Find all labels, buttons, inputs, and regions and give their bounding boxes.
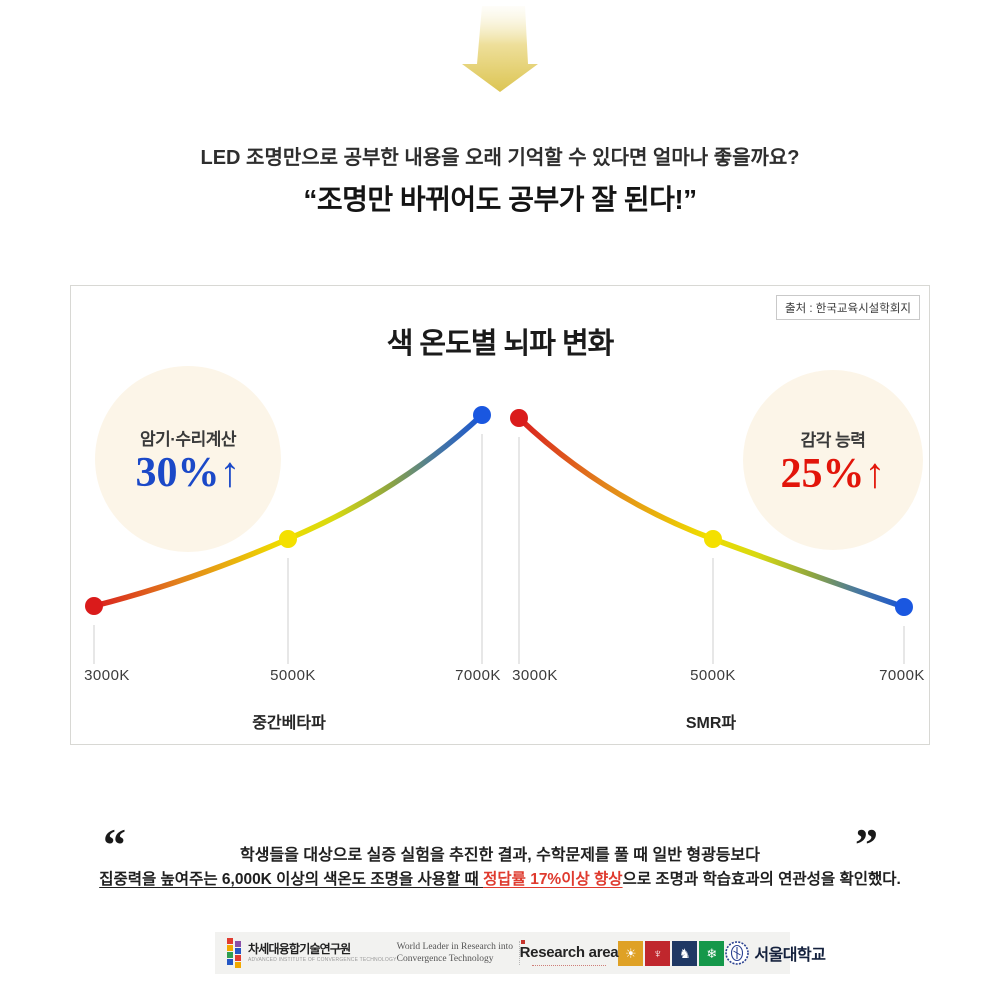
right-axis-5000k: 5000K: [690, 667, 736, 684]
institute-slogan: World Leader in Research into Convergenc…: [397, 941, 519, 966]
institute-subtitle: ADVANCED INSTITUTE OF CONVERGENCE TECHNO…: [248, 957, 397, 964]
research-area-caption: [531, 962, 606, 966]
brainwave-line-chart: [85, 406, 913, 664]
right-axis-7000k: 7000K: [879, 667, 925, 684]
chart-title: 색 온도별 뇌파 변화: [386, 328, 615, 360]
university-name: 서울대학교: [754, 947, 826, 964]
left-badge: 암기·수리계산 30%↑: [95, 366, 281, 552]
data-points: [85, 406, 913, 616]
right-badge: 감각 능력 25%↑: [743, 370, 923, 550]
research-area-block: Research area: [520, 940, 619, 966]
axis-ticks: [93, 434, 905, 664]
slogan-line-1: World Leader in Research into: [396, 941, 513, 952]
open-quote-icon: “: [103, 819, 126, 870]
source-citation: 출처 : 한국교육시설학회지: [776, 295, 920, 320]
right-badge-value: 25%↑: [780, 450, 886, 497]
intro-line-2: “조명만 바뀌어도 공부가 잘 된다!”: [303, 184, 697, 215]
right-curve-smr: [516, 415, 907, 610]
left-wave-label: 중간베타파: [252, 715, 326, 732]
left-axis-7000k: 7000K: [455, 667, 501, 684]
left-axis-3000k: 3000K: [84, 667, 130, 684]
close-quote-icon: ”: [855, 819, 878, 870]
right-badge-label: 감각 능력: [800, 430, 866, 450]
chart-card: 출처 : 한국교육시설학회지 색 온도별 뇌파 변화 암기·수리계산 30%↑ …: [70, 285, 930, 745]
intro-line-1: LED 조명만으로 공부한 내용을 오래 기억할 수 있다면 얼마나 좋을까요?: [200, 147, 800, 169]
quote-highlight-text: 정답률 17%이상 향상: [483, 871, 623, 888]
institute-name: 차세대융합기술연구원: [248, 941, 351, 956]
down-arrow-icon: [462, 6, 538, 92]
footer-divider: [518, 941, 520, 965]
crest-icon: ♞: [672, 940, 698, 966]
sun-icon: ☀: [618, 940, 644, 966]
snowflake-icon: ❄: [699, 940, 725, 966]
left-axis-5000k: 5000K: [270, 667, 316, 684]
research-area-dot: [520, 940, 525, 944]
bird-icon: ♆: [645, 940, 671, 966]
quote-line-1: 학생들을 대상으로 실증 실험을 추진한 결과, 수학문제를 풀 때 일반 형광…: [240, 847, 760, 864]
right-wave-label: SMR파: [685, 715, 737, 732]
quote-rest-text: 으로 조명과 학습효과의 연관성을 확인했다.: [622, 871, 901, 888]
quote-line-2: 집중력을 높여주는 6,000K 이상의 색온도 조명을 사용할 때 정답률 1…: [0, 867, 1000, 889]
slogan-line-2: Convergence Technology: [396, 954, 494, 964]
footer-logo-band: 차세대융합기술연구원 ADVANCED INSTITUTE OF CONVERG…: [215, 932, 826, 974]
right-axis-3000k: 3000K: [512, 667, 558, 684]
research-area-label: Research area: [519, 944, 619, 961]
institute-hash-logo-icon: [227, 938, 241, 968]
left-badge-label: 암기·수리계산: [139, 429, 237, 449]
left-badge-value: 30%↑: [135, 449, 241, 496]
research-area-icons: ☀ ♆ ♞ ❄: [618, 940, 725, 966]
institute-logo-block: 차세대융합기술연구원 ADVANCED INSTITUTE OF CONVERG…: [223, 937, 397, 969]
quote-underlined-text: 집중력을 높여주는 6,000K 이상의 색온도 조명을 사용할 때: [99, 871, 484, 888]
university-block: 서울대학교: [724, 940, 826, 966]
university-seal-icon: [725, 941, 750, 965]
